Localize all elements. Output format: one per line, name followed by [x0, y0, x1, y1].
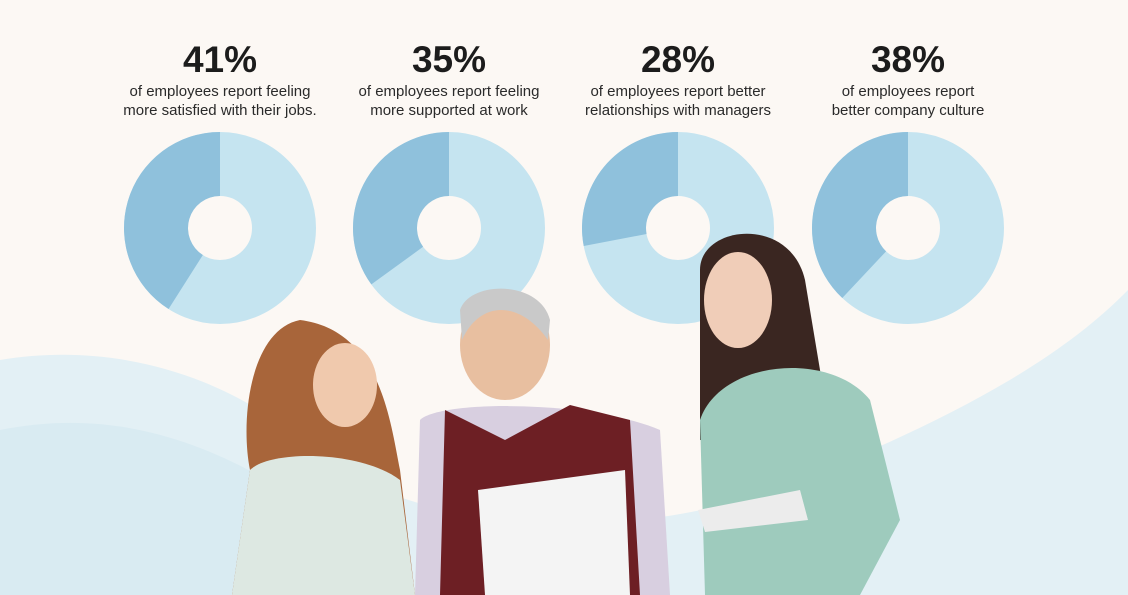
people-illustration — [232, 233, 900, 595]
notebook — [698, 490, 808, 532]
caption: more supported at work — [370, 102, 528, 119]
donut-slice — [352, 132, 449, 285]
value-label: 28% — [641, 39, 715, 80]
person-shirt — [232, 456, 415, 595]
value-label: 41% — [183, 39, 257, 80]
value-label: 35% — [412, 39, 486, 80]
person-face — [313, 343, 377, 427]
caption: relationships with managers — [585, 102, 771, 119]
person-hair — [460, 288, 550, 340]
donut-slice — [123, 132, 220, 310]
caption: of employees report — [842, 83, 975, 100]
caption: better company culture — [832, 102, 985, 119]
value-label: 38% — [871, 39, 945, 80]
caption: more satisfied with their jobs. — [123, 102, 316, 119]
caption: of employees report feeling — [359, 83, 540, 100]
donut-slice — [582, 132, 678, 246]
person-sweater — [700, 367, 900, 595]
paper — [478, 470, 630, 595]
person-face — [704, 252, 772, 348]
donut-slice — [812, 132, 908, 298]
caption: of employees report better — [590, 83, 765, 100]
caption: of employees report feeling — [130, 83, 311, 100]
